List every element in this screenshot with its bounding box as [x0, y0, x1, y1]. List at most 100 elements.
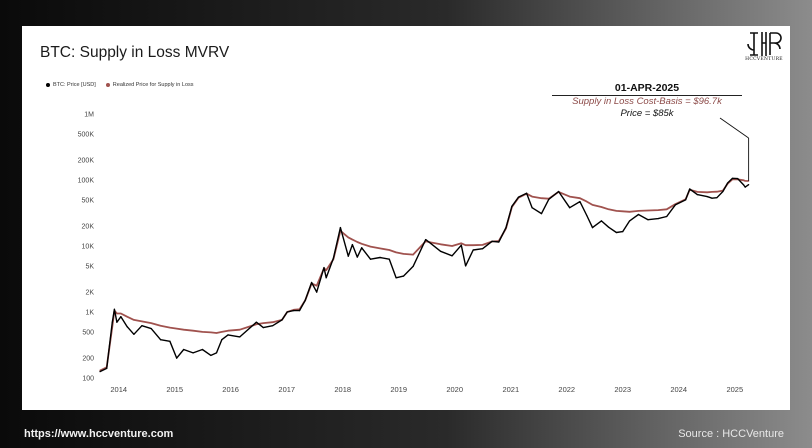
data-point-price [748, 184, 750, 186]
y-tick-label: 100K [78, 178, 95, 185]
data-point-price [215, 352, 218, 354]
data-point-realized [116, 312, 118, 315]
data-point-realized [629, 211, 631, 213]
data-point-price [388, 258, 390, 260]
data-point-price [716, 197, 718, 199]
data-point-price [481, 248, 484, 250]
data-point-price [430, 243, 432, 245]
data-point-realized [569, 196, 571, 198]
y-tick-label: 1M [84, 112, 94, 119]
data-point-price [629, 220, 631, 222]
data-point-price [351, 244, 353, 246]
data-point-realized [201, 331, 204, 333]
data-point-realized [696, 191, 698, 193]
x-tick-label: 2020 [446, 385, 463, 394]
x-tick-label: 2017 [278, 385, 295, 394]
y-tick-label: 200 [82, 356, 94, 363]
data-point-realized [262, 322, 264, 324]
data-point-price [558, 190, 560, 193]
data-point-realized [615, 210, 618, 212]
data-point-realized [591, 204, 594, 206]
data-point-realized [608, 208, 610, 210]
data-point-price [304, 299, 306, 301]
data-point-price [689, 188, 691, 190]
data-point-realized [579, 197, 581, 199]
data-point-price [159, 339, 162, 341]
data-point-price [116, 321, 118, 323]
y-tick-label: 2K [85, 290, 94, 297]
chart-card: BTC: Supply in Loss MVRV BTC: Price [USD… [22, 26, 790, 410]
x-tick-label: 2022 [558, 385, 575, 394]
data-point-realized [531, 196, 533, 198]
data-point-price [674, 204, 676, 206]
data-point-realized [150, 322, 152, 324]
y-tick-label: 10K [82, 244, 95, 251]
legend-marker-realized [105, 83, 110, 87]
legend-label-realized: Realized Price for Supply in Loss [112, 82, 194, 88]
y-tick-label: 5K [85, 263, 94, 270]
data-point-price [711, 197, 713, 199]
data-point-realized [347, 236, 349, 238]
data-point-price [169, 340, 171, 342]
data-point-price [286, 311, 288, 313]
data-point-realized [192, 330, 194, 332]
data-point-price [323, 267, 325, 269]
annotation-price: Price = $85k [620, 108, 674, 119]
data-point-realized [176, 328, 178, 330]
data-point-realized [657, 209, 659, 211]
data-point-price [737, 178, 739, 180]
x-tick-label: 2024 [670, 385, 687, 394]
y-tick-label: 50K [82, 197, 95, 204]
data-point-price [511, 205, 513, 207]
x-tick-label: 2021 [502, 385, 519, 394]
data-point-price [262, 327, 264, 329]
data-point-price [460, 244, 462, 246]
data-point-price [540, 212, 543, 215]
data-point-realized [412, 254, 414, 256]
data-point-price [210, 354, 212, 357]
data-point-price [141, 325, 143, 327]
data-point-realized [647, 209, 649, 212]
y-tick-label: 200K [78, 158, 95, 165]
legend-item-price: BTC: Price [USD] [46, 82, 96, 88]
data-point-price [615, 231, 618, 234]
data-point-realized [159, 325, 162, 327]
data-point-price [106, 367, 108, 369]
data-point-price [356, 256, 358, 258]
data-point-realized [141, 320, 143, 323]
data-point-price [183, 348, 185, 351]
hccventure-logo: HCCVENTURE [744, 30, 784, 64]
data-point-realized [325, 269, 327, 271]
data-point-realized [272, 321, 274, 323]
data-point-realized [711, 191, 713, 193]
data-point-price [201, 348, 204, 351]
data-point-realized [451, 245, 453, 247]
legend-label-price: BTC: Price [USD] [53, 82, 96, 88]
x-tick-label: 2019 [390, 385, 407, 394]
data-point-realized [388, 249, 390, 251]
data-point-realized [183, 329, 185, 331]
data-point-realized [622, 210, 624, 212]
x-tick-label: 2023 [614, 385, 631, 394]
data-point-price [731, 177, 734, 179]
data-point-realized [439, 243, 442, 245]
data-point-realized [481, 244, 484, 246]
series-line-price [99, 177, 750, 373]
data-point-price [339, 227, 342, 229]
data-point-realized [472, 244, 474, 246]
data-point-realized [255, 323, 258, 325]
data-point-price [402, 275, 405, 277]
data-point-price [622, 231, 624, 233]
data-point-realized [169, 327, 171, 329]
footer-website-link[interactable]: https://www.hccventure.com [24, 428, 174, 440]
data-point-realized [637, 210, 640, 212]
data-point-realized [133, 319, 135, 321]
data-point-price [451, 255, 453, 257]
data-point-price [192, 352, 194, 354]
data-point-price [586, 214, 588, 217]
price-annotation: 01-APR-2025 Supply in Loss Cost-Basis = … [552, 82, 742, 120]
annotation-leader-line [719, 117, 749, 139]
annotation-date: 01-APR-2025 [552, 82, 742, 96]
data-point-price [412, 265, 414, 268]
data-point-price [227, 334, 229, 336]
